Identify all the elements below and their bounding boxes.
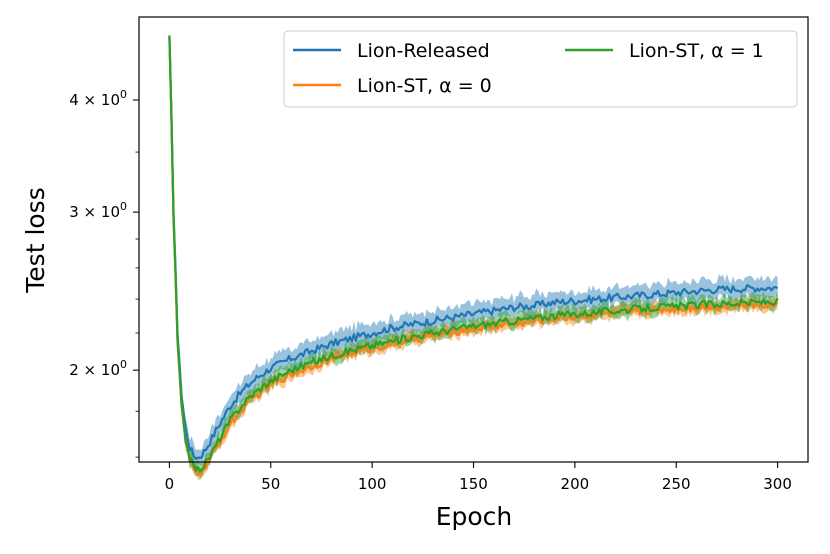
legend-label-lion-released: Lion-Released <box>357 40 490 62</box>
y-tick-label: 2 × 100 <box>69 358 127 379</box>
legend: Lion-Released Lion-ST, α = 0 Lion-ST, α … <box>283 30 798 108</box>
legend-box <box>283 30 798 108</box>
x-tick-label: 50 <box>261 475 280 493</box>
x-axis-label: Epoch <box>436 502 513 531</box>
legend-label-lion-st-alpha-0: Lion-ST, α = 0 <box>357 75 492 97</box>
x-axis-ticks: 0 50 100 150 200 250 300 <box>165 462 792 493</box>
y-tick-label: 3 × 100 <box>69 200 127 221</box>
x-tick-label: 200 <box>561 475 590 493</box>
band-series-2 <box>169 34 778 479</box>
series-lines <box>168 35 779 476</box>
x-tick-label: 0 <box>165 475 175 493</box>
line-series-0 <box>168 35 779 460</box>
y-axis-label: Test loss <box>21 187 50 293</box>
x-tick-label: 250 <box>662 475 691 493</box>
confidence-bands <box>169 34 778 480</box>
y-tick-label: 4 × 100 <box>69 88 127 109</box>
legend-label-lion-st-alpha-1: Lion-ST, α = 1 <box>629 40 764 62</box>
band-series-1 <box>169 34 778 480</box>
x-tick-label: 300 <box>763 475 792 493</box>
x-tick-label: 150 <box>459 475 488 493</box>
x-tick-label: 100 <box>358 475 387 493</box>
line-series-2 <box>168 35 779 473</box>
y-axis-ticks: 2 × 100 3 × 100 4 × 100 <box>69 88 139 458</box>
